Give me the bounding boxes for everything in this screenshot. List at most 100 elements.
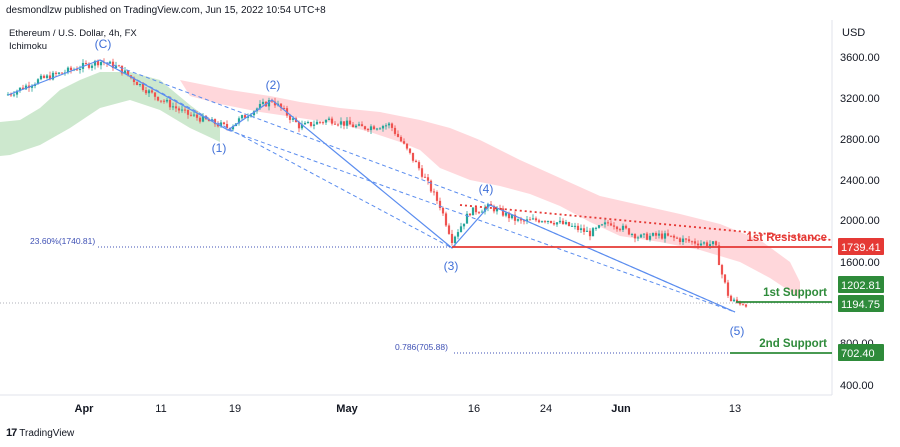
candle-body xyxy=(468,213,472,216)
candle-body xyxy=(480,211,484,213)
candle-body xyxy=(444,213,448,226)
candle-body xyxy=(114,65,118,69)
candle-body xyxy=(327,118,331,120)
candle-body xyxy=(561,220,565,225)
candle-body xyxy=(126,70,130,76)
candle-body xyxy=(24,85,28,90)
candle-body xyxy=(324,119,328,123)
candle-body xyxy=(99,61,103,66)
resistance-label: 1st Resistance xyxy=(746,232,827,244)
candle-body xyxy=(615,226,619,230)
candle-body xyxy=(138,83,142,86)
candle-body xyxy=(597,225,601,228)
candle-body xyxy=(579,228,583,231)
candle-body xyxy=(279,103,283,109)
candle-body xyxy=(288,115,292,120)
candle-body xyxy=(147,90,151,94)
candle-body xyxy=(225,124,229,128)
candle-body xyxy=(213,119,217,125)
candle-body xyxy=(663,233,667,239)
fib-236-label: 23.60%(1740.81) xyxy=(30,236,95,246)
candle-body xyxy=(162,100,166,102)
candle-body xyxy=(540,221,544,223)
candle-body xyxy=(696,243,700,246)
price-tick-label: 2800.00 xyxy=(840,134,880,146)
candle-body xyxy=(96,60,100,66)
time-tick-label: May xyxy=(336,403,358,415)
candle-body xyxy=(462,223,466,227)
candle-body xyxy=(270,100,274,102)
candle-body xyxy=(303,122,307,125)
candle-body xyxy=(135,81,139,86)
candle-body xyxy=(558,220,562,223)
candle-body xyxy=(654,233,658,236)
support-2-price-badge-bg xyxy=(838,344,884,361)
candle-body xyxy=(459,226,463,233)
resistance-price-badge: 1739.41 xyxy=(841,242,881,254)
candle-body xyxy=(111,61,115,69)
candle-body xyxy=(432,191,436,193)
candle-body xyxy=(108,61,112,64)
candle-body xyxy=(429,180,433,192)
candle-body xyxy=(624,225,628,229)
candle-body xyxy=(564,222,568,225)
candle-body xyxy=(495,208,499,212)
candle-body xyxy=(273,101,277,106)
candle-body xyxy=(189,114,193,116)
publisher-line: desmondlzw published on TradingView.com,… xyxy=(6,5,326,16)
candle-body xyxy=(651,233,655,236)
candle-body xyxy=(711,241,715,245)
candle-body xyxy=(456,232,460,237)
candle-body xyxy=(474,207,478,213)
price-axis-unit: USD xyxy=(842,27,865,39)
candle-body xyxy=(633,234,637,239)
candle-body xyxy=(678,238,682,243)
candle-body xyxy=(312,124,316,126)
channel-line-upper xyxy=(99,59,453,249)
candle-body xyxy=(435,191,439,201)
candle-body xyxy=(528,219,532,221)
indicator-name: Ichimoku xyxy=(9,41,48,52)
candle-body xyxy=(216,124,220,127)
candle-body xyxy=(486,203,490,208)
candle-body xyxy=(51,72,55,80)
time-tick-label: 19 xyxy=(229,403,241,415)
candle-body xyxy=(657,233,661,236)
candle-body xyxy=(606,222,610,224)
candle-body xyxy=(90,65,94,68)
last-price-badge: 1194.75 xyxy=(841,299,880,311)
candle-body xyxy=(321,122,325,124)
time-tick-label: 13 xyxy=(729,403,741,415)
wave-label: (1) xyxy=(212,141,227,155)
candle-body xyxy=(9,94,13,96)
candle-body xyxy=(354,125,358,128)
fib-786-label: 0.786(705.88) xyxy=(395,342,448,352)
candle-body xyxy=(141,83,145,91)
ichimoku-cloud-bearish xyxy=(180,80,800,298)
candle-body xyxy=(636,237,640,239)
candle-body xyxy=(594,227,598,229)
candle-body xyxy=(426,177,430,181)
candle-body xyxy=(66,67,70,73)
candle-body xyxy=(513,214,517,221)
candle-body xyxy=(387,123,391,126)
time-tick-label: 24 xyxy=(540,403,552,415)
candle-body xyxy=(186,109,190,115)
candle-body xyxy=(507,212,511,219)
candle-body xyxy=(309,122,313,126)
resistance-price-badge-bg xyxy=(838,238,884,255)
candle-body xyxy=(93,60,97,66)
candle-body xyxy=(648,235,652,240)
candle-body xyxy=(183,109,187,111)
candle-body xyxy=(585,230,589,232)
candle-body xyxy=(669,235,673,237)
candle-body xyxy=(402,141,406,144)
price-tick-label: 2000.00 xyxy=(840,215,880,227)
candle-body xyxy=(261,101,265,104)
channel-line-wave5 xyxy=(489,204,736,313)
candle-body xyxy=(537,220,541,223)
candle-body xyxy=(438,200,442,208)
candle-body xyxy=(297,122,301,129)
